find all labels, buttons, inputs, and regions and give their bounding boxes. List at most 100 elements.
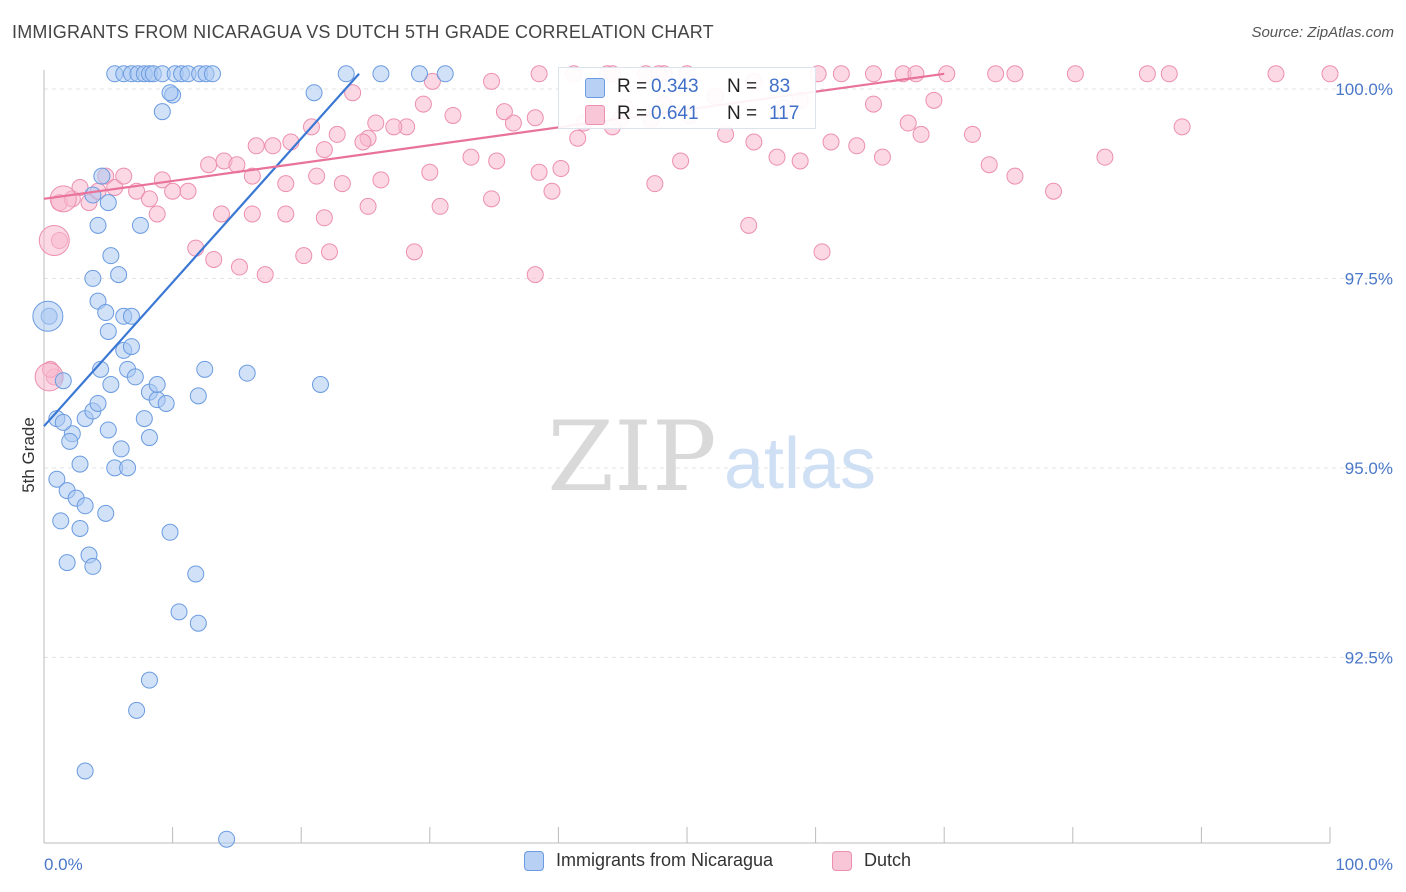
nicaragua-point	[126, 368, 144, 386]
x-tick-labels: 0.0% 100.0%	[44, 855, 1393, 874]
y-tick-labels: 92.5% 95.0% 97.5% 100.0%	[1335, 80, 1393, 667]
dutch-point	[115, 167, 133, 185]
nicaragua-point	[238, 364, 256, 382]
r-value: 0.641	[651, 103, 699, 124]
y-tick-label: 100.0%	[1335, 80, 1393, 99]
legend-item-dutch[interactable]: Dutch	[832, 850, 911, 871]
nicaragua-point	[122, 307, 140, 325]
nicaragua-point	[372, 65, 390, 83]
dutch-point	[431, 197, 449, 215]
nicaragua-point-large	[32, 300, 64, 332]
dutch-point	[848, 137, 866, 155]
nicaragua-point	[76, 497, 94, 515]
x-tick-label: 0.0%	[44, 855, 83, 874]
nicaragua-point	[84, 186, 102, 204]
source-label: Source: ZipAtlas.com	[1251, 24, 1394, 41]
dutch-point	[1006, 167, 1024, 185]
dutch-point	[264, 137, 282, 155]
nicaragua-point	[187, 565, 205, 583]
nicaragua-point	[99, 421, 117, 439]
nicaragua-point	[89, 394, 107, 412]
dutch-point	[864, 95, 882, 113]
dutch-point	[405, 243, 423, 261]
y-tick-label: 95.0%	[1345, 459, 1393, 478]
nicaragua-point	[337, 65, 355, 83]
nicaragua-point	[189, 614, 207, 632]
dutch-point-large	[38, 225, 70, 257]
dutch-point	[200, 156, 218, 174]
nicaragua-point	[436, 65, 454, 83]
dutch-point	[243, 205, 261, 223]
nicaragua-point	[54, 372, 72, 390]
nicaragua-point	[148, 376, 166, 394]
dutch-point	[1096, 148, 1114, 166]
nicaragua-point	[218, 830, 236, 848]
dutch-point	[1138, 65, 1156, 83]
dutch-point	[359, 197, 377, 215]
dutch-point	[1006, 65, 1024, 83]
nicaragua-point	[196, 360, 214, 378]
n-label: N =	[727, 103, 758, 124]
dutch-point	[247, 137, 265, 155]
nicaragua-point	[161, 84, 179, 102]
chart-title: IMMIGRANTS FROM NICARAGUA VS DUTCH 5TH G…	[12, 22, 714, 42]
n-value: 83	[769, 76, 791, 97]
dutch-point	[912, 125, 930, 143]
dutch-point-large	[49, 185, 77, 213]
nicaragua-point	[140, 671, 158, 689]
dutch-point	[320, 243, 338, 261]
dutch-point	[205, 250, 223, 268]
dutch-point	[963, 125, 981, 143]
dutch-point	[646, 175, 664, 193]
nicaragua-point	[52, 512, 70, 530]
nicaragua-point	[54, 413, 72, 431]
dutch-point	[899, 114, 917, 132]
dutch-legend-swatch	[832, 850, 852, 871]
r-label: R =	[617, 103, 648, 124]
nicaragua-point	[71, 455, 89, 473]
dutch-point	[187, 239, 205, 257]
dutch-point	[1045, 182, 1063, 200]
nicaragua-point	[140, 429, 158, 447]
dutch-point	[530, 65, 548, 83]
dutch-point	[530, 163, 548, 181]
nicaragua-point	[203, 65, 221, 83]
watermark-zip: ZIP	[547, 401, 716, 513]
dutch-point	[164, 182, 182, 200]
dutch-point	[768, 148, 786, 166]
dutch-point	[1066, 65, 1084, 83]
stats-row-dutch: R = 0.641 N = 117	[559, 101, 815, 129]
nicaragua-point	[97, 304, 115, 322]
dutch-point	[315, 209, 333, 227]
nicaragua-point	[48, 470, 66, 488]
legend-item-nicaragua[interactable]: Immigrants from Nicaragua	[524, 850, 773, 871]
dutch-point	[740, 216, 758, 234]
dutch-point	[1160, 65, 1178, 83]
dutch-point	[414, 95, 432, 113]
nicaragua-point	[84, 269, 102, 287]
dutch-point	[495, 103, 513, 121]
nicaragua-point	[99, 194, 117, 212]
dutch-point	[71, 178, 89, 196]
nicaragua-points	[32, 65, 454, 848]
nicaragua-point	[170, 603, 188, 621]
dutch-point	[832, 65, 850, 83]
dutch-point	[745, 133, 763, 151]
r-label: R =	[617, 76, 648, 97]
nicaragua-point	[189, 387, 207, 405]
nicaragua-point	[135, 410, 153, 428]
dutch-point	[1321, 65, 1339, 83]
dutch-point	[987, 65, 1005, 83]
dutch-point	[354, 133, 372, 151]
nicaragua-point	[110, 266, 128, 284]
dutch-point	[421, 163, 439, 181]
legend-label: Dutch	[864, 850, 912, 870]
dutch-point	[543, 182, 561, 200]
zipatlas-watermark: ZIP atlas	[547, 401, 876, 513]
dutch-point	[672, 152, 690, 170]
nicaragua-point	[112, 440, 130, 458]
dutch-point	[212, 205, 230, 223]
stats-legend: R = 0.343 N = 83 R = 0.641 N = 117	[558, 67, 816, 129]
dutch-point	[444, 106, 462, 124]
nicaragua-point	[411, 65, 429, 83]
